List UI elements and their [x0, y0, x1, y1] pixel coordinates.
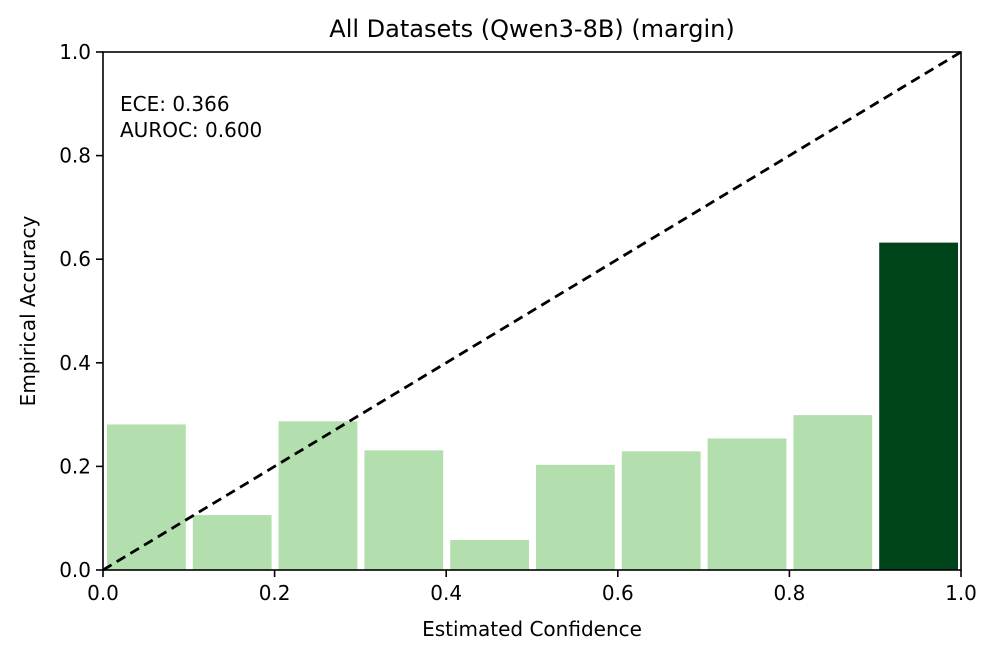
bar-bin-7: [621, 451, 701, 570]
bar-bin-2: [192, 515, 272, 570]
y-axis-label: Empirical Accuracy: [16, 216, 40, 407]
x-tick-label-0: 0.0: [87, 581, 119, 605]
x-tick-label-1: 0.2: [259, 581, 291, 605]
bar-bin-3: [278, 421, 358, 570]
x-tick-label-4: 0.8: [773, 581, 805, 605]
y-tick-label-3: 0.6: [59, 247, 91, 271]
plot-frame: [102, 51, 962, 571]
perfect-calibration-line: [102, 50, 962, 572]
y-tick-label-2: 0.4: [59, 351, 91, 375]
y-tick-label-0: 0.0: [59, 558, 91, 582]
bar-bin-9: [793, 415, 873, 570]
x-tick-label-2: 0.4: [430, 581, 462, 605]
x-tick-label-5: 1.0: [945, 581, 977, 605]
bar-bin-5: [450, 539, 529, 570]
bar-bin-10: [879, 242, 958, 570]
ece-annotation: ECE: 0.366: [120, 92, 230, 116]
auroc-annotation: AUROC: 0.600: [120, 118, 262, 142]
bar-bin-6: [536, 464, 615, 570]
bars-layer: [107, 242, 958, 570]
y-tick-label-4: 0.8: [59, 144, 91, 168]
y-tick-label-1: 0.2: [59, 454, 91, 478]
bar-bin-1: [107, 424, 186, 570]
x-axis: 0.0 0.2 0.4 0.6 0.8 1.0: [87, 570, 977, 605]
bar-bin-8: [707, 438, 787, 570]
x-tick-label-3: 0.6: [602, 581, 634, 605]
bar-bin-4: [364, 450, 444, 570]
y-tick-label-5: 1.0: [59, 40, 91, 64]
y-axis: 0.0 0.2 0.4 0.6 0.8 1.0: [59, 40, 103, 582]
chart-title: All Datasets (Qwen3-8B) (margin): [329, 15, 734, 43]
x-axis-label: Estimated Confidence: [422, 617, 642, 641]
